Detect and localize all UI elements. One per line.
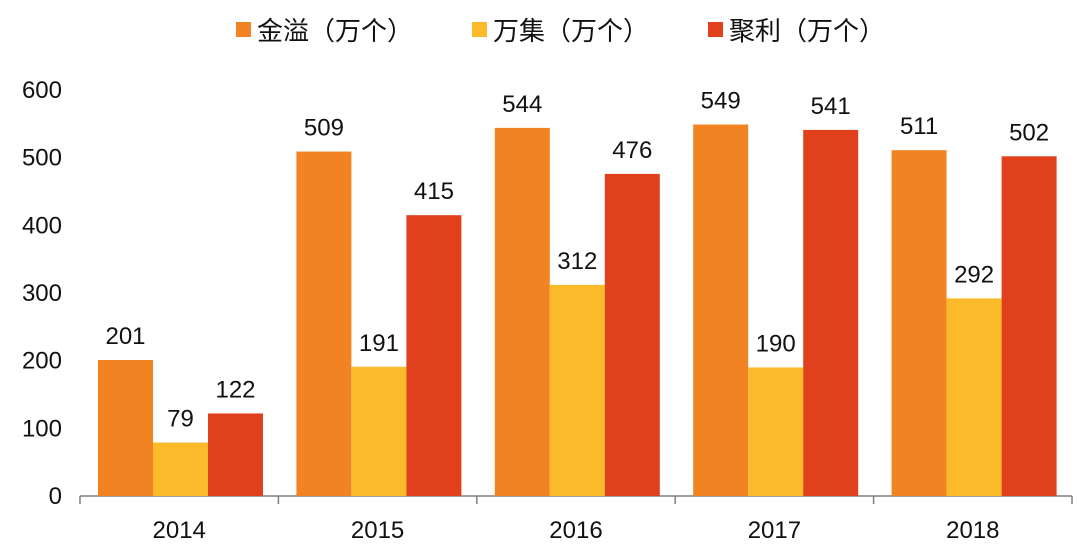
y-axis: 0 100 200 300 400 500 600 xyxy=(22,77,62,510)
data-label-series2-2015: 191 xyxy=(359,330,399,357)
bar-series1-2016 xyxy=(494,127,550,496)
bar-series3-2018 xyxy=(1001,156,1057,496)
data-label-series2-2014: 79 xyxy=(167,406,194,433)
bar-series3-2016 xyxy=(604,173,660,496)
y-tick-label: 200 xyxy=(22,348,62,375)
bar-series2-2017 xyxy=(748,367,804,496)
data-label-series1-2018: 511 xyxy=(900,113,938,140)
bars xyxy=(98,124,1057,496)
data-label-series3-2017: 541 xyxy=(811,93,851,120)
x-tick-label: 2016 xyxy=(549,517,602,544)
data-labels: 201 79 122 509 191 415 544 312 476 549 190 541 511 29… xyxy=(105,88,1049,433)
x-tick-label: 2014 xyxy=(153,517,206,544)
y-tick-label: 0 xyxy=(49,483,62,510)
legend-swatch-2 xyxy=(472,22,487,37)
x-axis: 2014 2015 2016 2017 2018 xyxy=(79,495,1073,544)
bar-series1-2018 xyxy=(891,150,947,496)
data-label-series2-2017: 190 xyxy=(756,330,796,357)
data-label-series1-2014: 201 xyxy=(105,323,145,350)
x-tick-label: 2015 xyxy=(351,517,404,544)
bar-series2-2018 xyxy=(946,298,1002,496)
data-label-series3-2018: 502 xyxy=(1009,119,1049,146)
legend-swatch-1 xyxy=(236,22,251,37)
data-label-series2-2016: 312 xyxy=(557,248,597,275)
y-tick-label: 300 xyxy=(22,280,62,307)
data-label-series1-2016: 544 xyxy=(502,91,542,118)
x-tick-label: 2018 xyxy=(946,517,999,544)
data-label-series3-2015: 415 xyxy=(414,178,454,205)
data-label-series3-2016: 476 xyxy=(612,137,652,164)
bar-series2-2014 xyxy=(153,442,208,496)
data-label-series1-2017: 549 xyxy=(701,88,741,115)
bar-series3-2014 xyxy=(208,413,263,496)
legend-label-2: 万集（万个） xyxy=(493,16,649,46)
bar-series1-2015 xyxy=(296,151,352,496)
y-tick-label: 400 xyxy=(22,212,62,239)
data-label-series3-2014: 122 xyxy=(215,376,255,403)
legend: 金溢（万个） 万集（万个） 聚利（万个） xyxy=(236,16,885,46)
bar-series2-2015 xyxy=(351,366,407,496)
bar-series3-2015 xyxy=(406,215,462,496)
y-tick-label: 500 xyxy=(22,145,62,172)
data-label-series2-2018: 292 xyxy=(954,261,994,288)
bar-series1-2014 xyxy=(98,359,153,496)
bar-series1-2017 xyxy=(693,124,749,496)
bar-series2-2016 xyxy=(549,284,605,496)
x-tick-label: 2017 xyxy=(748,517,801,544)
bar-series3-2017 xyxy=(803,129,859,496)
legend-label-3: 聚利（万个） xyxy=(729,16,885,46)
legend-swatch-3 xyxy=(708,22,723,37)
legend-label-1: 金溢（万个） xyxy=(257,16,413,46)
y-tick-label: 100 xyxy=(22,415,62,442)
data-label-series1-2015: 509 xyxy=(304,115,344,142)
y-tick-label: 600 xyxy=(22,77,62,104)
